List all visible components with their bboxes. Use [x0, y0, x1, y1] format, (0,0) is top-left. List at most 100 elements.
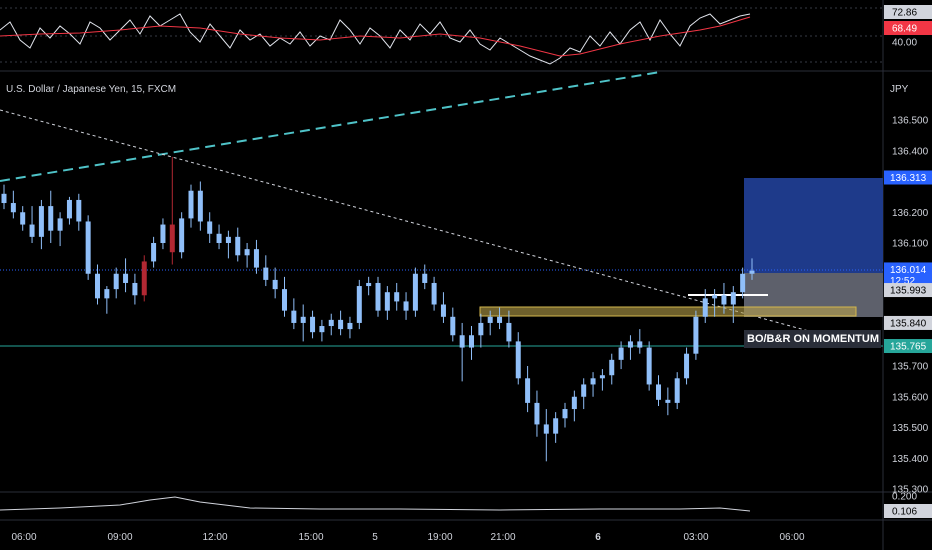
candle[interactable]: [38, 199, 44, 250]
candle[interactable]: [665, 387, 671, 416]
candle-body: [684, 353, 690, 379]
candle[interactable]: [132, 273, 138, 305]
candle[interactable]: [478, 313, 484, 348]
candle[interactable]: [310, 310, 316, 339]
candle[interactable]: [384, 286, 390, 320]
candle[interactable]: [244, 243, 250, 268]
candle[interactable]: [412, 267, 418, 317]
price-tag-text: 135.765: [890, 342, 927, 353]
candle[interactable]: [10, 190, 16, 219]
candle[interactable]: [300, 304, 306, 342]
candle[interactable]: [506, 310, 512, 348]
candle-body: [422, 273, 428, 283]
candle[interactable]: [525, 366, 531, 413]
candle[interactable]: [366, 276, 372, 296]
annotation-label[interactable]: BO/B&R ON MOMENTUM: [744, 330, 881, 348]
candle[interactable]: [403, 292, 409, 320]
candle[interactable]: [29, 206, 35, 243]
candle[interactable]: [356, 279, 362, 330]
time-axis[interactable]: 06:00 09:00 12:00 15:00 5 19:00 21:00 6 03:00 06:…: [11, 532, 804, 543]
candle[interactable]: [646, 341, 652, 391]
candle-body: [656, 384, 661, 400]
candle[interactable]: [450, 307, 456, 342]
candle[interactable]: [85, 215, 91, 280]
candle[interactable]: [487, 310, 493, 336]
candle[interactable]: [319, 319, 325, 342]
candle[interactable]: [553, 412, 559, 443]
candle[interactable]: [272, 267, 278, 299]
candle[interactable]: [113, 267, 119, 299]
candle[interactable]: [225, 230, 231, 259]
candle[interactable]: [609, 353, 615, 385]
candle[interactable]: [328, 313, 334, 336]
candle[interactable]: [20, 206, 26, 231]
trendline-descending[interactable]: [0, 109, 861, 346]
candle[interactable]: [282, 276, 287, 317]
candle[interactable]: [684, 347, 690, 385]
candle[interactable]: [197, 181, 203, 231]
candle[interactable]: [749, 258, 755, 280]
candle[interactable]: [375, 276, 381, 317]
candle[interactable]: [702, 289, 708, 323]
breakout-level-zone[interactable]: [479, 306, 857, 317]
candle[interactable]: [674, 372, 680, 410]
candle[interactable]: [95, 264, 100, 305]
candle[interactable]: [515, 332, 521, 385]
candle[interactable]: [440, 292, 446, 323]
candle[interactable]: [543, 409, 549, 462]
candle[interactable]: [656, 375, 661, 406]
drawings[interactable]: [0, 71, 883, 347]
candle-body: [571, 396, 577, 410]
candle[interactable]: [160, 218, 166, 250]
candle[interactable]: [66, 196, 72, 225]
candle[interactable]: [497, 307, 503, 330]
target-zone[interactable]: [744, 178, 883, 273]
candle[interactable]: [123, 258, 129, 293]
candle[interactable]: [562, 402, 568, 428]
candle[interactable]: [347, 316, 353, 339]
candle[interactable]: [637, 329, 643, 354]
candle[interactable]: [712, 289, 718, 317]
candle-body: [515, 341, 521, 379]
candle[interactable]: [740, 267, 746, 299]
price-tick-label: 135.500: [892, 423, 929, 434]
candle[interactable]: [48, 190, 54, 243]
candle[interactable]: [207, 212, 213, 243]
candle[interactable]: [141, 255, 147, 302]
candle-body: [347, 322, 353, 330]
candle[interactable]: [151, 236, 157, 268]
candle[interactable]: [469, 326, 474, 360]
candle[interactable]: [263, 255, 269, 287]
candle[interactable]: [394, 282, 400, 311]
candle[interactable]: [730, 286, 736, 323]
candle[interactable]: [627, 335, 633, 360]
candle[interactable]: [76, 193, 82, 231]
candle[interactable]: [1, 184, 7, 210]
candle[interactable]: [599, 369, 605, 391]
candle[interactable]: [338, 310, 344, 336]
candle[interactable]: [534, 390, 540, 437]
candle[interactable]: [104, 286, 110, 314]
candle[interactable]: [235, 227, 241, 262]
candle[interactable]: [721, 282, 727, 314]
symbol-title[interactable]: U.S. Dollar / Japanese Yen, 15, FXCM: [6, 84, 177, 95]
candle[interactable]: [57, 212, 63, 247]
price-axis[interactable]: 136.500 136.400 136.200 136.100 135.700 135.6…: [892, 116, 929, 496]
candle[interactable]: [459, 322, 465, 382]
candle[interactable]: [693, 310, 699, 360]
candle-body: [95, 273, 100, 299]
candle[interactable]: [422, 264, 428, 290]
candle[interactable]: [571, 390, 577, 422]
candle[interactable]: [253, 239, 259, 274]
candle[interactable]: [581, 378, 587, 410]
candle[interactable]: [179, 212, 185, 259]
candle[interactable]: [431, 276, 437, 311]
candle[interactable]: [590, 372, 596, 397]
candle[interactable]: [291, 298, 297, 330]
candle[interactable]: [618, 341, 624, 370]
candle[interactable]: [216, 224, 222, 250]
candle[interactable]: [188, 184, 194, 228]
candle[interactable]: [169, 156, 175, 265]
rsi-tag-bg: [884, 5, 932, 19]
